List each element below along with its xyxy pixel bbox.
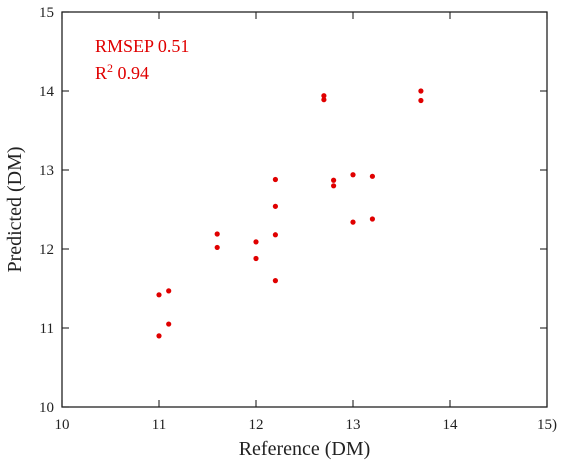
data-point bbox=[272, 203, 278, 209]
r-squared-prefix: R bbox=[95, 63, 107, 83]
data-point bbox=[214, 244, 220, 251]
x-tick-label: 10 bbox=[55, 417, 70, 433]
r-squared-value: 0.94 bbox=[113, 63, 149, 83]
data-point bbox=[166, 321, 172, 327]
data-point bbox=[253, 255, 259, 262]
data-point bbox=[350, 219, 356, 225]
data-point bbox=[272, 232, 278, 238]
r-squared-annotation: R2 0.94 bbox=[95, 61, 149, 83]
data-point bbox=[369, 216, 375, 222]
x-tick-label: 13 bbox=[346, 417, 361, 433]
x-axis-title: Reference (DM) bbox=[239, 438, 371, 460]
data-point bbox=[272, 176, 278, 183]
y-tick-label: 13 bbox=[39, 163, 54, 179]
y-tick-label: 12 bbox=[39, 242, 54, 258]
data-point bbox=[156, 292, 162, 298]
y-tick-label: 11 bbox=[40, 321, 54, 337]
data-point bbox=[331, 177, 337, 183]
data-points bbox=[156, 88, 424, 339]
data-point bbox=[321, 93, 327, 99]
data-point bbox=[214, 231, 220, 237]
data-point bbox=[418, 88, 424, 94]
y-tick-label: 14 bbox=[39, 84, 55, 100]
plot-frame bbox=[61, 11, 548, 408]
y-tick-label: 15 bbox=[39, 5, 54, 21]
data-point bbox=[331, 183, 337, 189]
axis-ticks bbox=[61, 11, 548, 408]
y-tick-label: 10 bbox=[39, 400, 54, 416]
data-point bbox=[253, 239, 259, 245]
data-point bbox=[272, 278, 278, 284]
axis-tick-labels: 10 11 12 13 14 15) 10 11 12 13 14 15 bbox=[39, 5, 557, 433]
x-tick-label: 11 bbox=[152, 417, 166, 433]
x-tick-label: 12 bbox=[249, 417, 264, 433]
data-point bbox=[418, 97, 424, 104]
data-point bbox=[156, 333, 162, 339]
data-point bbox=[369, 173, 375, 179]
data-point bbox=[350, 172, 356, 178]
rmsep-annotation: RMSEP 0.51 bbox=[95, 36, 189, 56]
x-tick-label: 14 bbox=[443, 417, 459, 433]
y-axis-title: Predicted (DM) bbox=[4, 146, 26, 272]
x-tick-label: 15) bbox=[537, 417, 557, 433]
data-point bbox=[321, 97, 327, 103]
r-squared-superscript: 2 bbox=[107, 61, 113, 75]
data-point bbox=[166, 288, 172, 294]
